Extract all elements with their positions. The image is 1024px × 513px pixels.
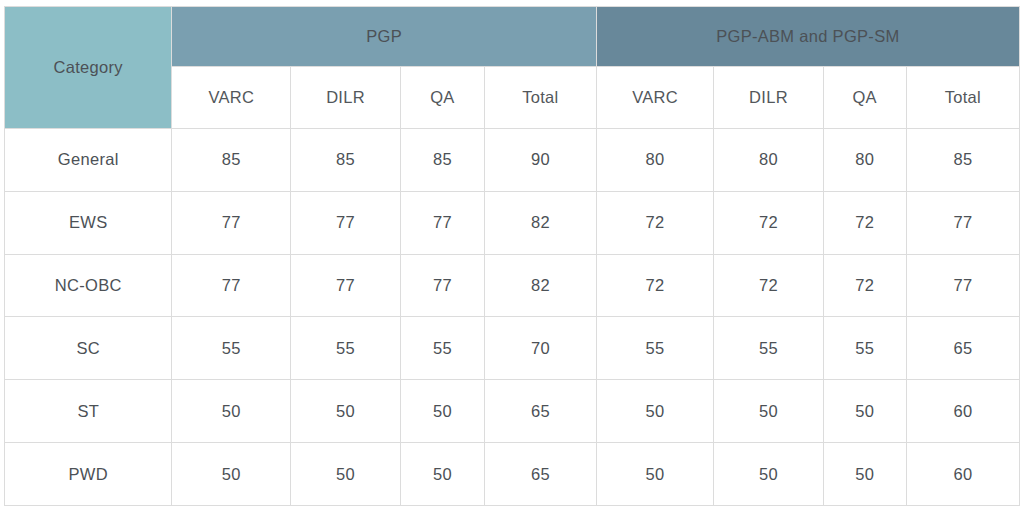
table-row-pwd: PWD 50 50 50 65 50 50 50 60 xyxy=(5,443,1020,506)
subheader-abm-varc: VARC xyxy=(596,67,714,129)
value-cell: 80 xyxy=(823,129,906,192)
value-cell: 82 xyxy=(485,254,597,317)
value-cell: 80 xyxy=(596,129,714,192)
value-cell: 50 xyxy=(823,380,906,443)
value-cell: 50 xyxy=(714,443,823,506)
value-cell: 77 xyxy=(400,254,484,317)
value-cell: 72 xyxy=(823,254,906,317)
table-row-nc-obc: NC-OBC 77 77 77 82 72 72 72 77 xyxy=(5,254,1020,317)
table-row-sc: SC 55 55 55 70 55 55 55 65 xyxy=(5,317,1020,380)
value-cell: 50 xyxy=(714,380,823,443)
category-cell: SC xyxy=(5,317,172,380)
value-cell: 55 xyxy=(291,317,401,380)
value-cell: 72 xyxy=(596,191,714,254)
value-cell: 55 xyxy=(823,317,906,380)
value-cell: 50 xyxy=(400,380,484,443)
value-cell: 50 xyxy=(291,443,401,506)
subheader-pgp-varc: VARC xyxy=(172,67,291,129)
value-cell: 85 xyxy=(906,129,1019,192)
value-cell: 60 xyxy=(906,443,1019,506)
value-cell: 50 xyxy=(596,443,714,506)
value-cell: 50 xyxy=(172,380,291,443)
value-cell: 77 xyxy=(291,254,401,317)
value-cell: 55 xyxy=(596,317,714,380)
subheader-pgp-qa: QA xyxy=(400,67,484,129)
value-cell: 85 xyxy=(172,129,291,192)
subheader-abm-total: Total xyxy=(906,67,1019,129)
cutoff-table-page: Category PGP PGP-ABM and PGP-SM VARC DIL… xyxy=(0,0,1024,513)
value-cell: 77 xyxy=(906,254,1019,317)
value-cell: 55 xyxy=(714,317,823,380)
value-cell: 50 xyxy=(400,443,484,506)
value-cell: 82 xyxy=(485,191,597,254)
subheader-abm-qa: QA xyxy=(823,67,906,129)
value-cell: 72 xyxy=(714,191,823,254)
table-row-ews: EWS 77 77 77 82 72 72 72 77 xyxy=(5,191,1020,254)
value-cell: 77 xyxy=(400,191,484,254)
value-cell: 50 xyxy=(291,380,401,443)
value-cell: 50 xyxy=(172,443,291,506)
subheader-pgp-dilr: DILR xyxy=(291,67,401,129)
value-cell: 60 xyxy=(906,380,1019,443)
value-cell: 77 xyxy=(172,191,291,254)
value-cell: 65 xyxy=(485,443,597,506)
table-row-st: ST 50 50 50 65 50 50 50 60 xyxy=(5,380,1020,443)
category-cell: EWS xyxy=(5,191,172,254)
value-cell: 72 xyxy=(714,254,823,317)
value-cell: 55 xyxy=(172,317,291,380)
category-column-header: Category xyxy=(5,7,172,129)
cutoff-table: Category PGP PGP-ABM and PGP-SM VARC DIL… xyxy=(4,6,1020,506)
category-cell: ST xyxy=(5,380,172,443)
value-cell: 50 xyxy=(823,443,906,506)
value-cell: 77 xyxy=(291,191,401,254)
value-cell: 65 xyxy=(906,317,1019,380)
value-cell: 77 xyxy=(172,254,291,317)
value-cell: 50 xyxy=(596,380,714,443)
value-cell: 65 xyxy=(485,380,597,443)
value-cell: 72 xyxy=(596,254,714,317)
value-cell: 77 xyxy=(906,191,1019,254)
group-header-pgp-abm-sm: PGP-ABM and PGP-SM xyxy=(596,7,1019,67)
value-cell: 85 xyxy=(400,129,484,192)
value-cell: 55 xyxy=(400,317,484,380)
value-cell: 80 xyxy=(714,129,823,192)
group-header-pgp: PGP xyxy=(172,7,596,67)
subheader-abm-dilr: DILR xyxy=(714,67,823,129)
table-row-general: General 85 85 85 90 80 80 80 85 xyxy=(5,129,1020,192)
group-header-row: Category PGP PGP-ABM and PGP-SM xyxy=(5,7,1020,67)
value-cell: 90 xyxy=(485,129,597,192)
value-cell: 72 xyxy=(823,191,906,254)
value-cell: 85 xyxy=(291,129,401,192)
category-cell: PWD xyxy=(5,443,172,506)
category-cell: General xyxy=(5,129,172,192)
category-cell: NC-OBC xyxy=(5,254,172,317)
value-cell: 70 xyxy=(485,317,597,380)
subheader-pgp-total: Total xyxy=(485,67,597,129)
